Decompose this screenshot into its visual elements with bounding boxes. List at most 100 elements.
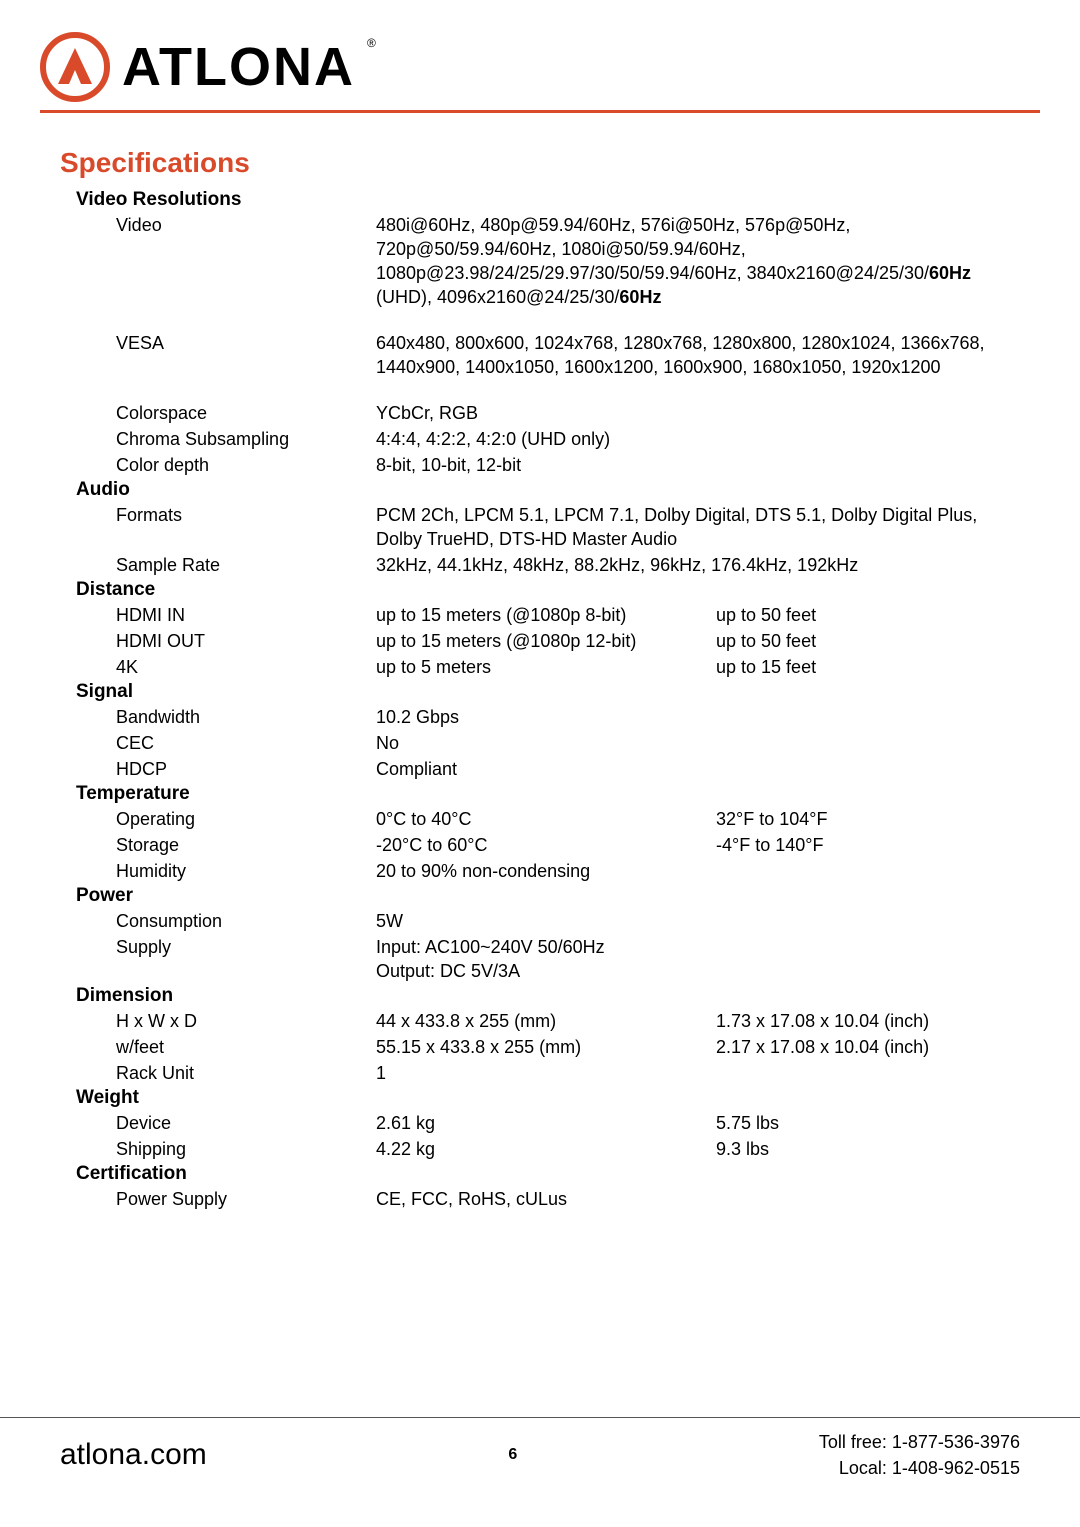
section-heading: Video Resolutions [76,189,1020,211]
spec-label: Supply [116,935,376,959]
spec-value-1: 2.61 kg [376,1111,716,1135]
spec-label: Consumption [116,909,376,933]
spec-value-2: up to 50 feet [716,629,1020,653]
spec-row: Sample Rate32kHz, 44.1kHz, 48kHz, 88.2kH… [116,553,1020,577]
spec-row: Device2.61 kg5.75 lbs [116,1111,1020,1135]
section-rows: Device2.61 kg5.75 lbsShipping4.22 kg9.3 … [116,1111,1020,1161]
spec-value-1: up to 5 meters [376,655,716,679]
spec-value-1: 20 to 90% non-condensing [376,859,1020,883]
section-heading: Signal [76,681,1020,703]
spec-label: 4K [116,655,376,679]
section-rows: Bandwidth10.2 GbpsCECNoHDCPCompliant [116,705,1020,781]
section-heading: Audio [76,479,1020,501]
spec-value-1: 8-bit, 10-bit, 12-bit [376,453,1020,477]
spec-row: Storage-20°C to 60°C-4°F to 140°F [116,833,1020,857]
spec-label: Formats [116,503,376,527]
spec-row: Power SupplyCE, FCC, RoHS, cULus [116,1187,1020,1211]
spec-value-2: up to 15 feet [716,655,1020,679]
registered-mark: ® [367,36,376,50]
spec-label: VESA [116,331,376,355]
spec-value-1: No [376,731,1020,755]
footer-contact: Toll free: 1-877-536-3976 Local: 1-408-9… [819,1429,1020,1481]
spec-label: Chroma Subsampling [116,427,376,451]
spec-value-1: 32kHz, 44.1kHz, 48kHz, 88.2kHz, 96kHz, 1… [376,553,1020,577]
spec-value-1: Input: AC100~240V 50/60HzOutput: DC 5V/3… [376,935,1020,983]
spec-row: SupplyInput: AC100~240V 50/60HzOutput: D… [116,935,1020,983]
spec-value-1: 640x480, 800x600, 1024x768, 1280x768, 12… [376,331,1020,379]
spec-value-1: Compliant [376,757,1020,781]
spec-label: HDCP [116,757,376,781]
spec-label: Shipping [116,1137,376,1161]
brand-logo-icon [40,32,110,102]
spec-row: Color depth8-bit, 10-bit, 12-bit [116,453,1020,477]
spec-label: Humidity [116,859,376,883]
spec-value-1: 480i@60Hz, 480p@59.94/60Hz, 576i@50Hz, 5… [376,213,1020,309]
spec-row: H x W x D44 x 433.8 x 255 (mm)1.73 x 17.… [116,1009,1020,1033]
spec-value-2: up to 50 feet [716,603,1020,627]
spec-sections: Video ResolutionsVideo480i@60Hz, 480p@59… [60,189,1020,1211]
spec-value-1: 1 [376,1061,1020,1085]
spec-value-1: 44 x 433.8 x 255 (mm) [376,1009,716,1033]
spec-value-2: 32°F to 104°F [716,807,1020,831]
spec-row: Shipping4.22 kg9.3 lbs [116,1137,1020,1161]
section-rows: FormatsPCM 2Ch, LPCM 5.1, LPCM 7.1, Dolb… [116,503,1020,577]
spacer [116,311,1020,331]
spec-row: VESA640x480, 800x600, 1024x768, 1280x768… [116,331,1020,379]
spec-label: Video [116,213,376,237]
spec-row: w/feet55.15 x 433.8 x 255 (mm)2.17 x 17.… [116,1035,1020,1059]
spec-label: w/feet [116,1035,376,1059]
spec-label: Sample Rate [116,553,376,577]
section-rows: Operating0°C to 40°C32°F to 104°FStorage… [116,807,1020,883]
spec-label: Device [116,1111,376,1135]
spec-row: Video480i@60Hz, 480p@59.94/60Hz, 576i@50… [116,213,1020,309]
footer-site: atlona.com [60,1438,207,1472]
section-rows: Power SupplyCE, FCC, RoHS, cULus [116,1187,1020,1211]
spec-value-1: up to 15 meters (@1080p 12-bit) [376,629,716,653]
spec-value-1: 55.15 x 433.8 x 255 (mm) [376,1035,716,1059]
spec-row: FormatsPCM 2Ch, LPCM 5.1, LPCM 7.1, Dolb… [116,503,1020,551]
spec-row: Humidity20 to 90% non-condensing [116,859,1020,883]
spec-row: Consumption5W [116,909,1020,933]
section-heading: Temperature [76,783,1020,805]
page-footer: atlona.com 6 Toll free: 1-877-536-3976 L… [0,1417,1080,1527]
spec-value-2: 5.75 lbs [716,1111,1020,1135]
page-title: Specifications [60,147,1020,179]
spec-value-2: 1.73 x 17.08 x 10.04 (inch) [716,1009,1020,1033]
spec-label: HDMI OUT [116,629,376,653]
spec-label: Power Supply [116,1187,376,1211]
spec-label: Bandwidth [116,705,376,729]
spec-label: Color depth [116,453,376,477]
spec-value-1: -20°C to 60°C [376,833,716,857]
spec-row: Operating0°C to 40°C32°F to 104°F [116,807,1020,831]
spec-row: Rack Unit1 [116,1061,1020,1085]
spec-value-2: -4°F to 140°F [716,833,1020,857]
main-content: Specifications Video ResolutionsVideo480… [0,123,1080,1211]
footer-page-number: 6 [508,1446,517,1464]
section-heading: Weight [76,1087,1020,1109]
section-rows: HDMI INup to 15 meters (@1080p 8-bit)up … [116,603,1020,679]
spec-value-1: YCbCr, RGB [376,401,1020,425]
header-divider [40,110,1040,113]
spec-value-1: 0°C to 40°C [376,807,716,831]
spec-label: H x W x D [116,1009,376,1033]
section-heading: Dimension [76,985,1020,1007]
page-header: ATLONA ® [0,0,1080,123]
spec-value-1: 4.22 kg [376,1137,716,1161]
spec-value-1: PCM 2Ch, LPCM 5.1, LPCM 7.1, Dolby Digit… [376,503,1020,551]
spec-label: Rack Unit [116,1061,376,1085]
spacer [116,381,1020,401]
section-heading: Distance [76,579,1020,601]
brand-logo-text: ATLONA [122,36,355,98]
spec-value-1: 4:4:4, 4:2:2, 4:2:0 (UHD only) [376,427,1020,451]
section-heading: Power [76,885,1020,907]
spec-label: CEC [116,731,376,755]
spec-value-1: CE, FCC, RoHS, cULus [376,1187,1020,1211]
spec-row: HDMI INup to 15 meters (@1080p 8-bit)up … [116,603,1020,627]
spec-row: 4Kup to 5 metersup to 15 feet [116,655,1020,679]
spec-value-1: up to 15 meters (@1080p 8-bit) [376,603,716,627]
section-rows: Consumption5WSupplyInput: AC100~240V 50/… [116,909,1020,983]
spec-label: HDMI IN [116,603,376,627]
spec-row: Bandwidth10.2 Gbps [116,705,1020,729]
spec-label: Colorspace [116,401,376,425]
spec-value-1: 10.2 Gbps [376,705,1020,729]
